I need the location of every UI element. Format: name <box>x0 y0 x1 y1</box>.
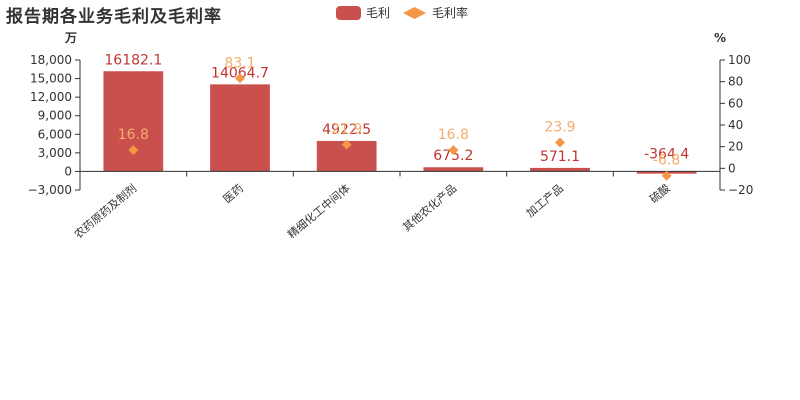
rate-point <box>235 73 245 84</box>
point-labels: 16.8 83.1 21.9 16.8 23.9 -6.8 <box>118 55 681 168</box>
legend-bar-swatch <box>336 5 361 20</box>
rate-point <box>555 137 565 148</box>
right-tick-label: 80 <box>728 75 743 89</box>
bar-label: 4922.5 <box>322 122 371 138</box>
right-tick-label: 40 <box>728 118 743 132</box>
rate-point <box>341 139 352 150</box>
left-tick-label: −3,000 <box>28 183 72 197</box>
bar-label: -364.4 <box>644 147 689 163</box>
legend-item-gross-margin[interactable]: 毛利率 <box>402 4 468 21</box>
legend-label-gross-profit: 毛利 <box>366 6 391 20</box>
legend-label-gross-margin: 毛利率 <box>432 6 469 20</box>
right-tick-label: 20 <box>728 140 743 154</box>
rate-label: 21.9 <box>331 122 362 138</box>
rate-label: 16.8 <box>118 127 149 143</box>
left-tick-label: 15,000 <box>30 72 72 86</box>
bar <box>530 167 590 172</box>
left-tick-label: 9,000 <box>38 109 72 123</box>
right-axis: % −20 0 20 40 60 80 100 <box>714 31 753 197</box>
rate-point <box>448 145 459 156</box>
points <box>128 73 672 181</box>
right-tick-label: 0 <box>728 161 736 175</box>
right-tick-label: −20 <box>728 183 753 197</box>
rate-point <box>661 170 672 181</box>
rate-point <box>128 145 139 156</box>
x-axis: 农药原药及制剂 医药 精细化工中间体 其他农化产品 加工产品 硫酸 <box>71 170 721 241</box>
category-label: 医药 <box>221 182 246 206</box>
bar <box>103 71 164 172</box>
rate-label: 83.1 <box>224 55 255 71</box>
category-label: 农药原药及制剂 <box>71 181 139 241</box>
bar-label: 16182.1 <box>104 52 162 68</box>
category-label: 其他农化产品 <box>400 181 460 234</box>
legend-item-gross-profit[interactable]: 毛利 <box>336 4 390 21</box>
left-tick-label: 3,000 <box>38 146 72 160</box>
left-tick-label: 18,000 <box>30 53 72 67</box>
rate-label: -6.8 <box>653 153 680 169</box>
left-axis-unit: 万 <box>64 31 77 45</box>
left-axis: 万 −3,000 0 3,000 6,000 9,000 12,000 15,000 18,00… <box>28 31 81 197</box>
bar-label: 571.1 <box>540 149 580 165</box>
chart-title: 报告期各业务毛利及毛利率 <box>6 7 222 27</box>
bar <box>210 84 270 172</box>
bars <box>103 71 697 174</box>
category-label: 精细化工中间体 <box>285 181 353 241</box>
rate-label: 16.8 <box>438 127 469 143</box>
right-tick-label: 60 <box>728 96 743 110</box>
rate-label: 23.9 <box>544 119 575 135</box>
left-tick-label: 6,000 <box>38 127 72 141</box>
category-label: 加工产品 <box>523 181 566 220</box>
legend-diamond-swatch-icon <box>403 6 427 19</box>
left-tick-label: 12,000 <box>30 90 72 104</box>
right-tick-label: 100 <box>728 53 751 67</box>
category-label: 硫酸 <box>647 181 673 206</box>
bar <box>423 167 484 172</box>
right-axis-unit: % <box>714 31 726 45</box>
left-tick-label: 0 <box>64 164 72 178</box>
bar-label: 675.2 <box>433 148 473 164</box>
legend: 毛利 毛利率 <box>336 4 480 21</box>
